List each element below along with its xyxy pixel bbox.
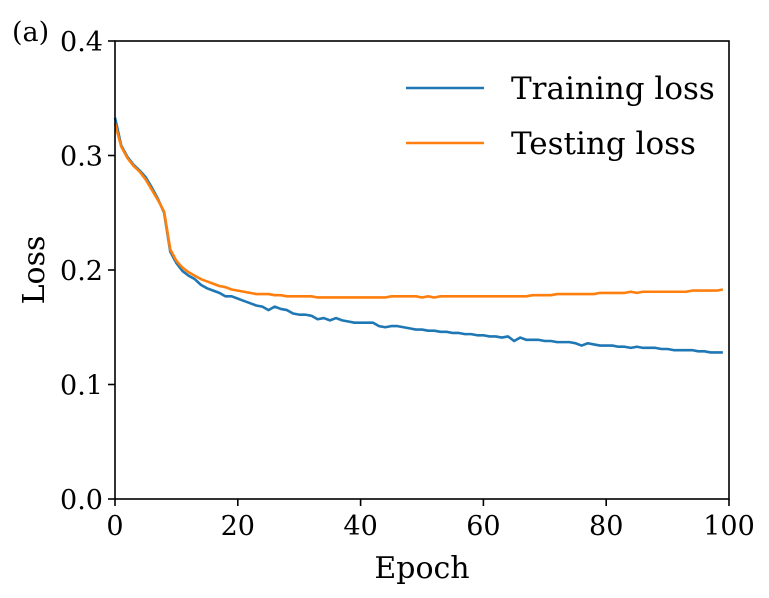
series-line-training-loss — [113, 117, 723, 354]
axes — [114, 40, 730, 500]
y-tick-label: 0.4 — [60, 27, 103, 58]
x-axis-label: Epoch — [374, 551, 469, 586]
legend: Training loss Testing loss — [406, 71, 715, 162]
panel-label: (a) — [12, 17, 49, 48]
x-tick-label: 0 — [106, 511, 123, 542]
legend-label-training-loss: Training loss — [511, 71, 715, 107]
x-tick-label: 60 — [466, 511, 500, 542]
y-axis-label: Loss — [17, 236, 52, 305]
tick-marks — [108, 40, 730, 506]
tick-labels: 0 20 40 60 80 100 0.0 0.1 0.2 0.3 0.4 — [60, 27, 755, 542]
x-tick-label: 100 — [703, 511, 755, 542]
y-tick-label: 0.0 — [60, 485, 103, 516]
x-tick-label: 80 — [589, 511, 623, 542]
series-lines — [113, 117, 724, 354]
series-line-testing-loss — [113, 123, 724, 299]
legend-label-testing-loss: Testing loss — [511, 126, 696, 162]
y-tick-label: 0.3 — [60, 142, 103, 173]
y-tick-label: 0.2 — [60, 256, 103, 287]
y-tick-label: 0.1 — [60, 371, 103, 402]
x-tick-label: 20 — [221, 511, 255, 542]
plot-frame — [114, 40, 730, 500]
x-tick-label: 40 — [343, 511, 377, 542]
